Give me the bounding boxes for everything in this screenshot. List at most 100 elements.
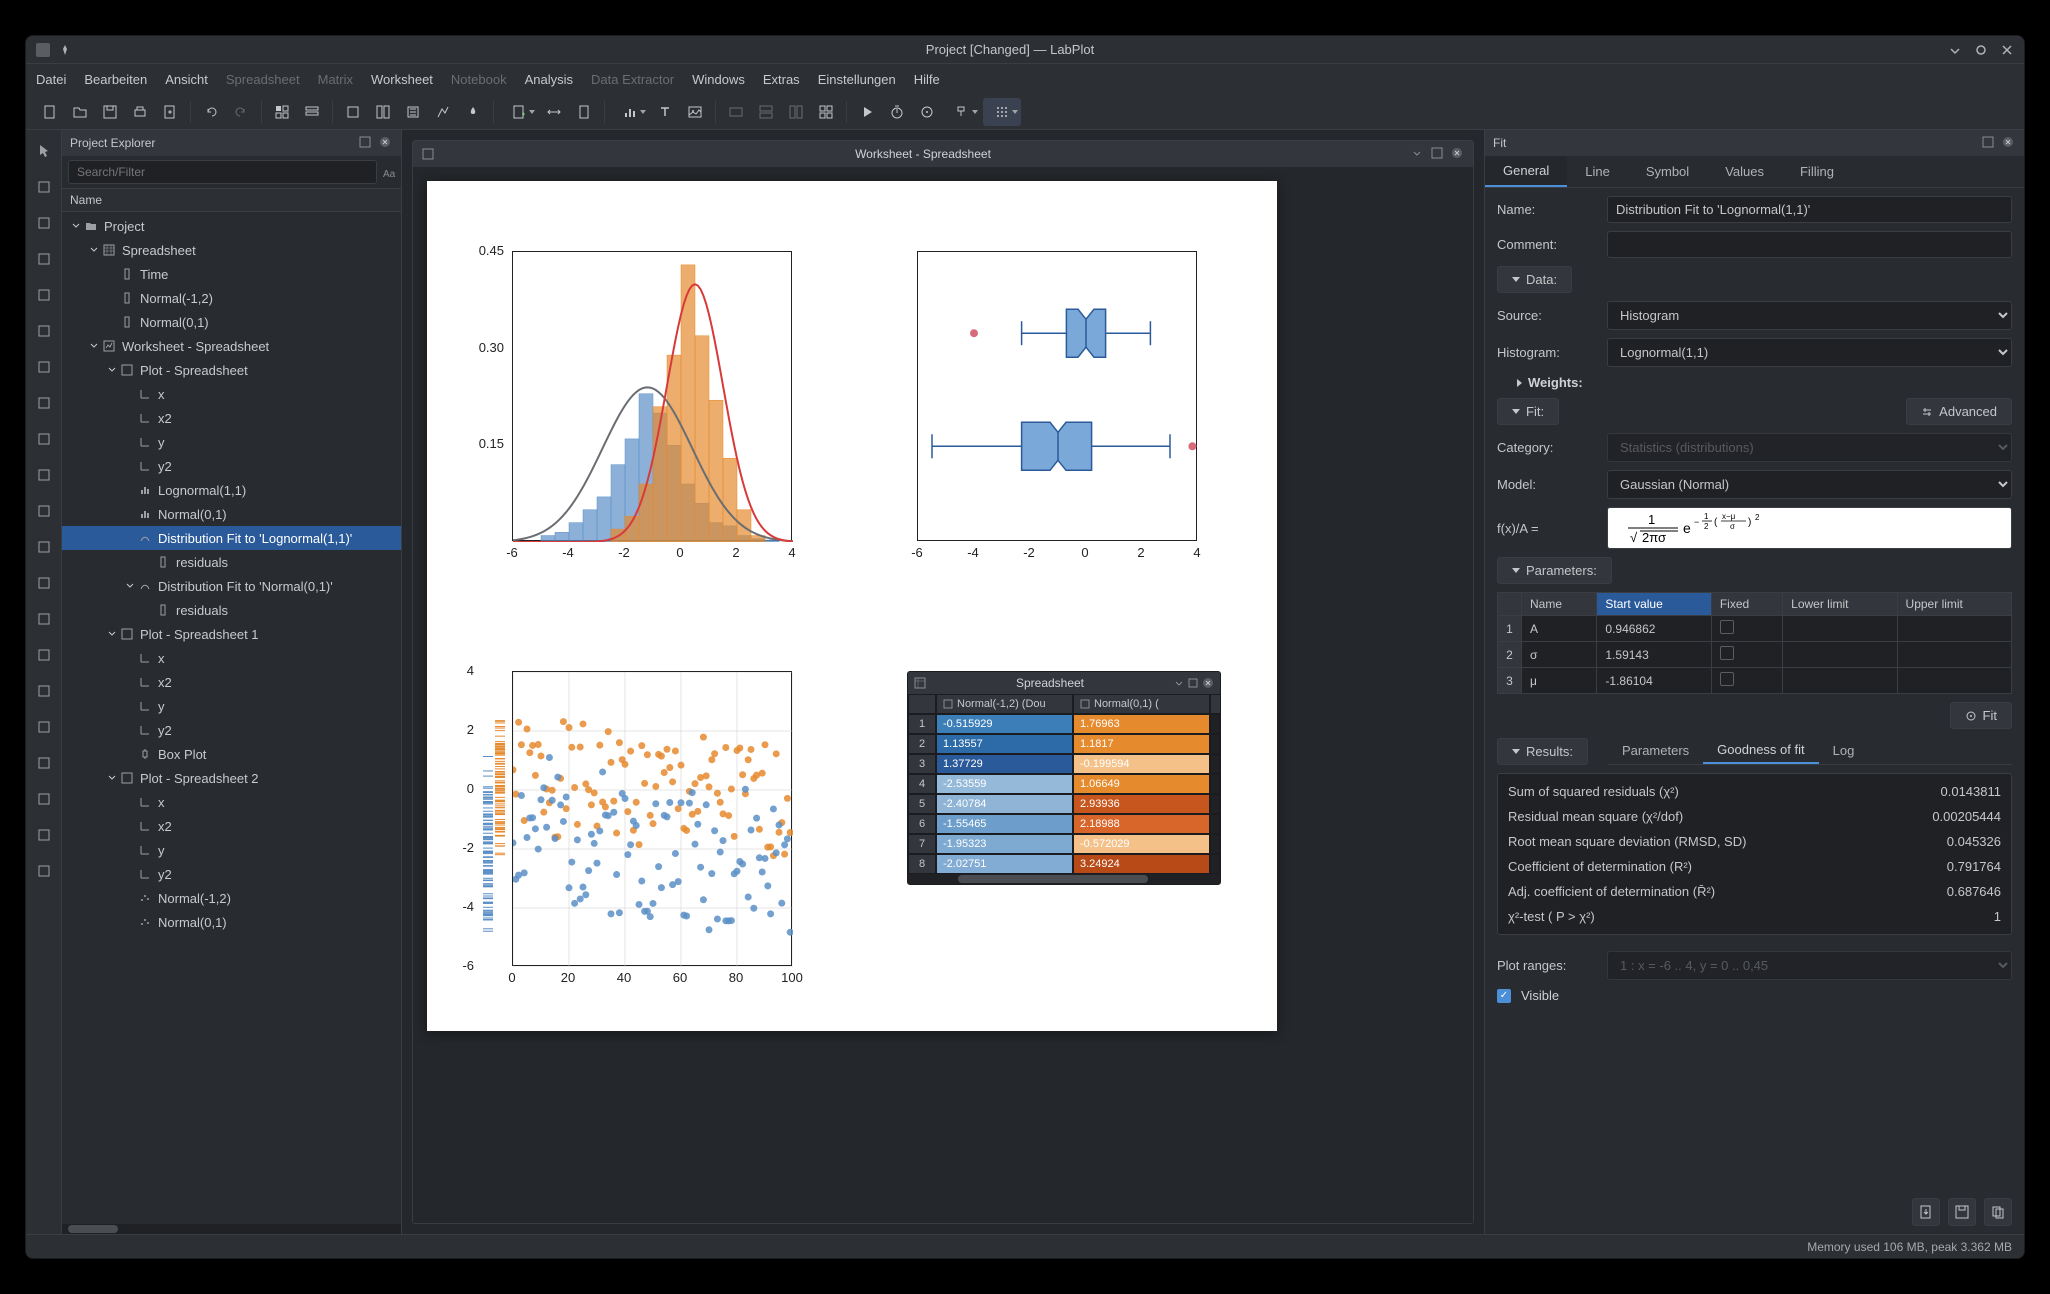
insert-text-icon[interactable] [651,98,679,126]
format-paint-icon[interactable] [943,98,981,126]
param-name[interactable]: σ [1522,642,1597,668]
ss-col-header[interactable]: Normal(-1,2) (Dou [936,694,1073,714]
add-sheet-icon[interactable] [500,98,538,126]
menu-windows[interactable]: Windows [692,72,745,87]
view2-icon[interactable] [298,98,326,126]
pin-icon[interactable] [58,43,72,57]
tree-item[interactable]: x [62,646,401,670]
param-col-header[interactable]: Start value [1597,593,1711,616]
param-name[interactable]: A [1522,616,1597,642]
props-detach-icon[interactable] [1982,136,1996,150]
tree-item[interactable]: y2 [62,862,401,886]
save-icon[interactable] [96,98,124,126]
tree-item[interactable]: Normal(-1,2) [62,286,401,310]
ss-row-num[interactable]: 3 [908,754,936,774]
ss-scrollbar[interactable] [908,874,1220,884]
param-col-header[interactable]: Lower limit [1783,593,1897,616]
menu-einstellungen[interactable]: Einstellungen [818,72,896,87]
tree-item[interactable]: Lognormal(1,1) [62,478,401,502]
layout-a-icon[interactable] [722,98,750,126]
chevron-down-icon[interactable] [88,341,100,351]
tree-item[interactable]: Box Plot [62,742,401,766]
grid-icon[interactable] [30,498,58,524]
ss-cell[interactable]: -2.40784 [936,794,1073,814]
tree-item[interactable]: y [62,694,401,718]
plot-ranges-select[interactable]: 1 : x = -6 .. 4, y = 0 .. 0,45 [1607,951,2012,980]
tab-filling[interactable]: Filling [1782,156,1852,187]
ss-row-num[interactable]: 6 [908,814,936,834]
ss-cell[interactable]: 2.93936 [1073,794,1210,814]
insert-image-icon[interactable] [681,98,709,126]
ss-cell[interactable]: 1.06649 [1073,774,1210,794]
result-tab-log[interactable]: Log [1819,737,1869,764]
node-icon[interactable] [30,786,58,812]
menu-matrix[interactable]: Matrix [318,72,353,87]
ss-row-num[interactable]: 8 [908,854,936,874]
param-lower[interactable] [1783,616,1897,642]
color-drop-icon[interactable] [459,98,487,126]
menu-hilfe[interactable]: Hilfe [914,72,940,87]
ss-cell[interactable]: -0.515929 [936,714,1073,734]
param-lower[interactable] [1783,642,1897,668]
close-panel-icon[interactable] [379,136,393,150]
play-icon[interactable] [853,98,881,126]
param-value[interactable]: 0.946862 [1597,616,1711,642]
tree-item[interactable]: Normal(0,1) [62,310,401,334]
tree-item[interactable]: Project [62,214,401,238]
tree-item[interactable]: Distribution Fit to 'Normal(0,1)' [62,574,401,598]
menu-worksheet[interactable]: Worksheet [371,72,433,87]
name-field[interactable] [1607,196,2012,223]
ss-row-num[interactable]: 2 [908,734,936,754]
select-rect-icon[interactable] [30,210,58,236]
histogram-select[interactable]: Lognormal(1,1) [1607,338,2012,367]
menu-notebook[interactable]: Notebook [451,72,507,87]
chevron-down-icon[interactable] [124,581,136,591]
fit-width-icon[interactable] [540,98,568,126]
tab-values[interactable]: Values [1707,156,1782,187]
curve-icon[interactable] [30,390,58,416]
layers-icon[interactable] [30,570,58,596]
open-icon[interactable] [66,98,94,126]
tree-item[interactable]: y [62,430,401,454]
source-select[interactable]: Histogram [1607,301,2012,330]
ss-cell[interactable]: 2.18988 [1073,814,1210,834]
ss-cell[interactable]: -1.95323 [936,834,1073,854]
ss-detach-icon[interactable] [1188,678,1198,688]
layout-b-icon[interactable] [752,98,780,126]
ruler-h-icon[interactable] [30,426,58,452]
column-header[interactable]: Name [62,188,401,212]
chevron-down-icon[interactable] [106,773,118,783]
detach-icon[interactable] [359,136,373,150]
data-section-toggle[interactable]: Data: [1497,266,1572,293]
ruler-v-icon[interactable] [30,462,58,488]
menu-spreadsheet[interactable]: Spreadsheet [226,72,300,87]
parameters-table[interactable]: NameStart valueFixedLower limitUpper lim… [1497,592,2012,694]
layout-d-icon[interactable] [812,98,840,126]
tree-item[interactable]: x2 [62,814,401,838]
ss-cell[interactable]: 1.1817 [1073,734,1210,754]
fit-button[interactable]: Fit [1950,702,2012,729]
tool-d-icon[interactable] [429,98,457,126]
tree-item[interactable]: Distribution Fit to 'Lognormal(1,1)' [62,526,401,550]
hierarchy-icon[interactable] [30,606,58,632]
ws-close-icon[interactable] [1451,147,1465,161]
chevron-down-icon[interactable] [106,365,118,375]
insert-chart-icon[interactable] [611,98,649,126]
print-icon[interactable] [126,98,154,126]
params-section-toggle[interactable]: Parameters: [1497,557,1612,584]
ss-row-num[interactable]: 1 [908,714,936,734]
worksheet-paper[interactable]: 0.150.300.45-6-4-2024-6-4-20240204060801… [427,181,1277,1031]
param-col-header[interactable]: Fixed [1711,593,1782,616]
chart-area[interactable] [917,251,1197,541]
param-fixed[interactable] [1711,668,1782,694]
param-col-header[interactable]: Upper limit [1897,593,2011,616]
pointer-icon[interactable] [30,138,58,164]
tree-item[interactable]: x2 [62,406,401,430]
result-tab-goodness-of-fit[interactable]: Goodness of fit [1703,737,1818,764]
embedded-spreadsheet[interactable]: SpreadsheetNormal(-1,2) (DouNormal(0,1) … [907,671,1221,885]
maximize-button[interactable] [1974,43,1988,57]
param-name[interactable]: μ [1522,668,1597,694]
tree-item[interactable]: y2 [62,454,401,478]
view1-icon[interactable] [268,98,296,126]
result-tab-parameters[interactable]: Parameters [1608,737,1703,764]
